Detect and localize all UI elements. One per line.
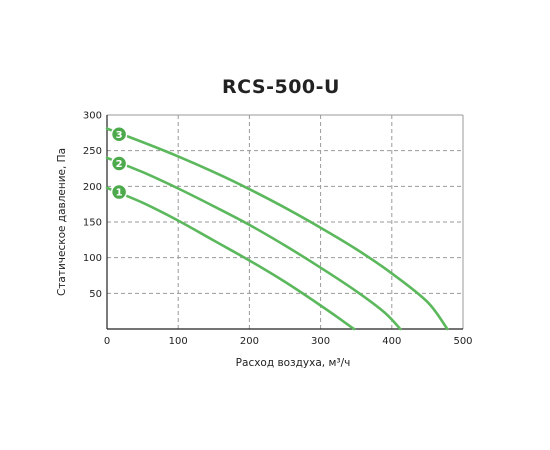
x-tick-label: 500 [453,336,472,347]
series-marker-1: 1 [110,183,128,201]
y-axis-label: Статическое давление, Па [56,148,68,296]
marker-circle [110,183,128,201]
marker-circle [110,155,128,172]
x-tick-label: 200 [240,336,259,347]
x-tick-label: 0 [104,336,110,347]
series-line-1 [105,186,356,331]
marker-label: 2 [116,159,123,170]
tick-labels: 0 100 200 300 400 500 50 100 150 200 250 300 [83,111,473,348]
x-tick-label: 400 [382,336,401,347]
y-tick-label: 50 [89,289,102,300]
series-line-3 [105,127,449,331]
y-tick-label: 150 [83,218,102,229]
y-tick-label: 250 [83,146,102,157]
series-marker-2: 2 [110,155,128,172]
grid [107,114,464,329]
series-lines [105,127,449,331]
x-tick-label: 300 [311,336,330,347]
marker-label: 1 [116,188,123,199]
y-tick-label: 100 [83,253,102,264]
axes [106,115,463,330]
marker-label: 3 [116,130,123,141]
y-tick-label: 200 [83,182,102,193]
series-marker-3: 3 [110,126,128,143]
y-tick-label: 300 [83,111,102,122]
chart-title: RCS-500-U [222,76,340,98]
x-tick-label: 100 [169,336,188,347]
series-line-2 [105,156,402,331]
marker-circle [110,126,128,143]
series-markers: 1 2 3 [110,126,128,201]
x-axis-label: Расход воздуха, м³/ч [236,357,351,369]
